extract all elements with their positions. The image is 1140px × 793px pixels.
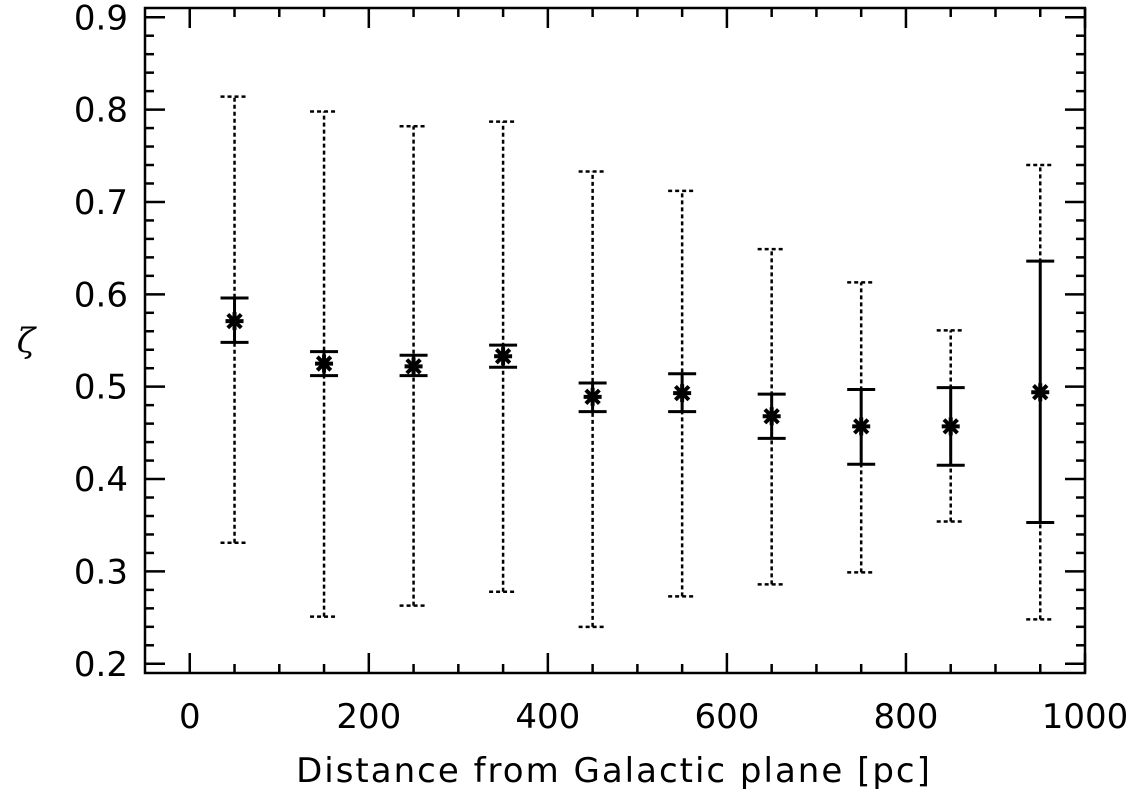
y-tick-label: 0.9 <box>74 0 128 38</box>
x-tick-label: 1000 <box>1042 697 1129 737</box>
y-tick-label: 0.6 <box>74 275 128 315</box>
data-point <box>852 417 871 436</box>
y-axis-title: ζ <box>17 321 38 361</box>
data-point <box>583 387 602 406</box>
tick-labels: 0 200 400 600 800 1000 0.2 0.3 0.4 0.5 0.6 0.7 0.8 0.… <box>74 0 1128 737</box>
x-tick-label: 200 <box>336 697 401 737</box>
x-tick-label: 0 <box>179 697 201 737</box>
data-points <box>225 312 1050 436</box>
data-point <box>315 354 334 373</box>
x-tick-label: 800 <box>873 697 938 737</box>
y-tick-label: 0.7 <box>74 183 128 223</box>
plot-frame <box>143 6 1087 675</box>
x-tick-label: 400 <box>515 697 580 737</box>
axis-ticks <box>145 8 1087 673</box>
y-tick-label: 0.5 <box>74 368 128 408</box>
error-bars <box>220 95 1055 629</box>
data-point <box>1031 383 1050 402</box>
y-tick-label: 0.4 <box>74 460 128 500</box>
data-point <box>494 347 513 366</box>
x-tick-label: 600 <box>694 697 759 737</box>
data-point <box>762 407 781 426</box>
data-point <box>404 357 423 376</box>
plot-border <box>143 6 1087 675</box>
x-axis-title: Distance from Galactic plane [pc] <box>296 751 932 791</box>
data-point <box>673 384 692 403</box>
data-point <box>225 312 244 331</box>
y-tick-label: 0.8 <box>74 91 128 131</box>
data-point <box>941 417 960 436</box>
y-tick-label: 0.2 <box>74 645 128 685</box>
y-tick-label: 0.3 <box>74 552 128 592</box>
